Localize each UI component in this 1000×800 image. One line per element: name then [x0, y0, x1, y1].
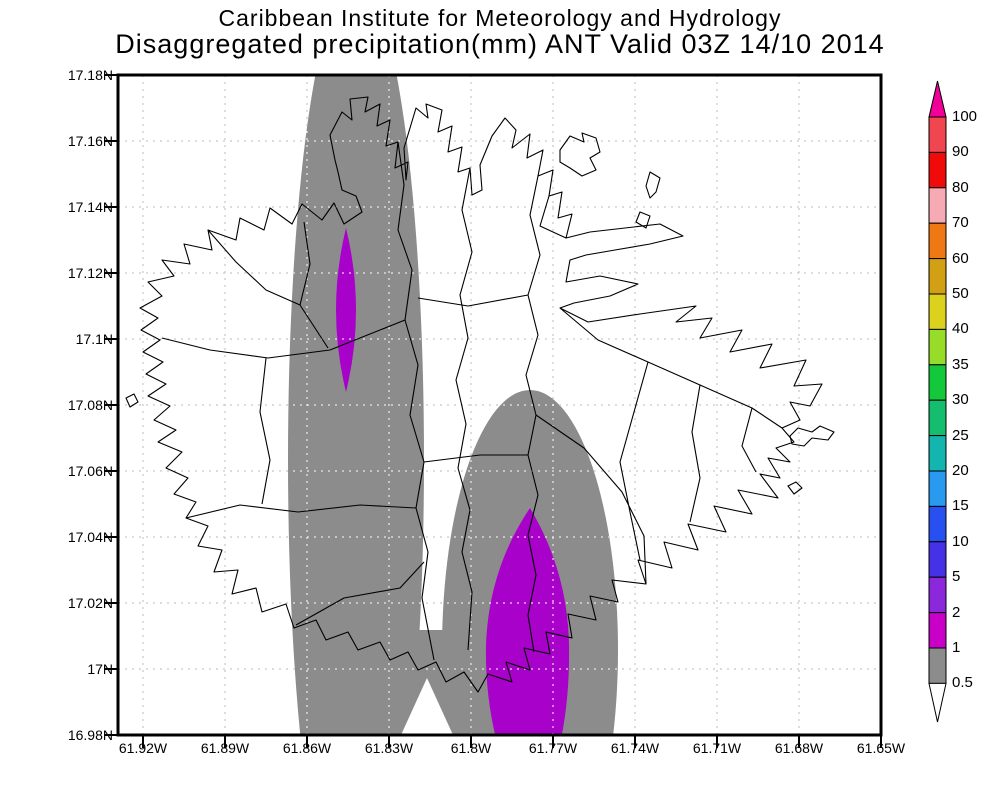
- colorbar-label: 10: [952, 533, 969, 550]
- colorbar-label: 90: [952, 143, 969, 160]
- y-tick-label: 17.06N: [67, 463, 113, 479]
- figure-title-product: Disaggregated precipitation(mm) ANT Vali…: [115, 29, 885, 59]
- colorbar-label: 70: [952, 214, 969, 231]
- colorbar-segment-50-60: [928, 258, 947, 295]
- colorbar-label: 15: [952, 497, 969, 514]
- colorbar: [928, 80, 947, 723]
- precip-core-south-1to2mm: [485, 508, 570, 735]
- x-tick-label: 61.74W: [610, 740, 660, 756]
- colorbar-under-arrow: [928, 682, 947, 723]
- colorbar-segment-5-10: [928, 541, 947, 578]
- x-tick-label: 61.92W: [118, 740, 168, 756]
- colorbar-label: 100: [952, 108, 978, 125]
- colorbar-label: 35: [952, 356, 969, 373]
- colorbar-segment-35-40: [928, 328, 947, 366]
- colorbar-segment-1-2: [928, 612, 947, 649]
- x-tick-label: 61.65W: [856, 740, 906, 756]
- colorbar-label: 80: [952, 179, 969, 196]
- colorbar-segment-60-70: [928, 222, 947, 260]
- colorbar-over-arrow: [928, 80, 947, 118]
- colorbar-segment-25-30: [928, 399, 947, 437]
- colorbar-label: 30: [952, 391, 969, 408]
- colorbar-label: 25: [952, 427, 969, 444]
- parish-boundaries: [161, 141, 783, 661]
- colorbar-segment-70-80: [928, 187, 947, 224]
- y-tick-label: 17.1N: [75, 331, 113, 347]
- colorbar-segment-2-5: [928, 576, 947, 614]
- colorbar-segment-30-35: [928, 364, 947, 401]
- colorbar-label: 60: [952, 250, 969, 267]
- y-tick-label: 17.02N: [67, 595, 113, 611]
- y-tick-label: 17N: [87, 661, 113, 677]
- colorbar-segment-40-50: [928, 293, 947, 330]
- x-tick-label: 61.83W: [364, 740, 414, 756]
- precip-shade-layer: [288, 75, 618, 735]
- precip-streak-west-1to2mm: [336, 228, 356, 392]
- plot-border: [116, 73, 883, 737]
- x-tick-label: 61.68W: [774, 740, 824, 756]
- coastline-layer: [125, 96, 835, 693]
- y-tick-label: 17.04N: [67, 529, 113, 545]
- y-tick-label: 17.12N: [67, 265, 113, 281]
- colorbar-segment-90-100: [928, 116, 947, 153]
- colorbar-segment-10-15: [928, 505, 947, 543]
- colorbar-label: 50: [952, 285, 969, 302]
- x-tick-label: 61.77W: [528, 740, 578, 756]
- y-tick-label: 16.98N: [67, 727, 113, 743]
- colorbar-label: 0.5: [952, 674, 973, 691]
- y-tick-label: 17.14N: [67, 199, 113, 215]
- y-tick-label: 17.18N: [67, 67, 113, 83]
- y-tick-label: 17.16N: [67, 133, 113, 149]
- offshore-islets: [125, 132, 835, 495]
- antigua-coastline: [139, 96, 823, 693]
- colorbar-segment-15-20: [928, 470, 947, 507]
- colorbar-segment-0.5-1: [928, 647, 947, 684]
- shade-gap-notch: [401, 678, 453, 735]
- colorbar-label: 1: [952, 639, 961, 656]
- colorbar-label: 40: [952, 320, 969, 337]
- colorbar-label: 20: [952, 462, 969, 479]
- x-tick-label: 61.86W: [282, 740, 332, 756]
- figure-title-institution: Caribbean Institute for Meteorology and …: [218, 5, 782, 31]
- colorbar-segment-20-25: [928, 435, 947, 472]
- colorbar-label: 5: [952, 568, 961, 585]
- x-tick-label: 61.8W: [450, 740, 492, 756]
- y-tick-label: 17.08N: [67, 397, 113, 413]
- x-tick-label: 61.71W: [692, 740, 742, 756]
- colorbar-segment-80-90: [928, 151, 947, 189]
- x-tick-label: 61.89W: [200, 740, 250, 756]
- axis-tick-marks: [104, 74, 882, 748]
- colorbar-label: 2: [952, 604, 961, 621]
